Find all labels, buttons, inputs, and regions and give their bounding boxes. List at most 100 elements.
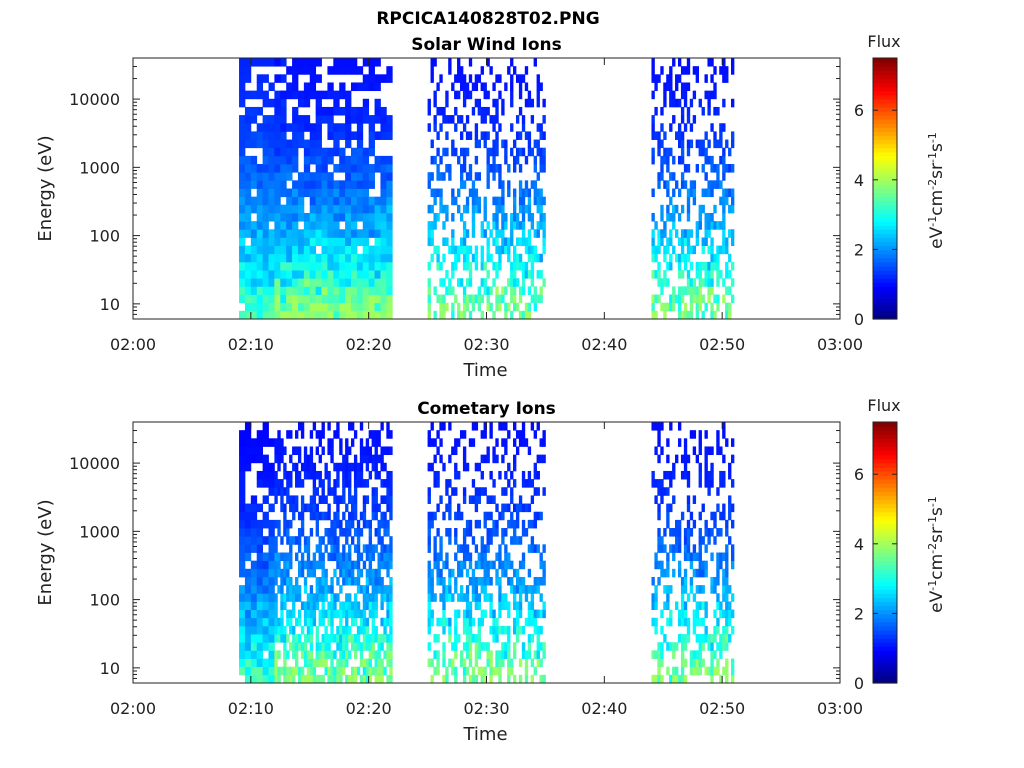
spectrogram-cell xyxy=(486,454,490,464)
spectrogram-cell xyxy=(459,310,464,320)
spectrogram-cell xyxy=(380,164,387,173)
spectrogram-cell xyxy=(448,479,452,488)
spectrogram-cell xyxy=(454,642,458,651)
spectrogram-cell xyxy=(327,286,334,295)
spectrogram-cell xyxy=(683,98,688,108)
spectrogram-cell xyxy=(465,544,470,553)
spectrogram-cell xyxy=(356,204,364,214)
spectrogram-cell xyxy=(312,674,317,684)
spectrogram-cell xyxy=(675,98,679,108)
spectrogram-cell xyxy=(542,454,546,464)
spectrogram-cell xyxy=(239,188,246,198)
spectrogram-cell xyxy=(524,617,529,627)
spectrogram-cell xyxy=(666,278,670,287)
spectrogram-cell xyxy=(495,237,499,246)
spectrogram-cell xyxy=(468,495,473,504)
spectrogram-cell xyxy=(256,625,264,635)
spectrogram-cell xyxy=(250,446,258,456)
colorbar-tick-label: 2 xyxy=(854,604,864,623)
spectrogram-cell xyxy=(713,666,717,676)
x-tick-label: 02:40 xyxy=(581,699,627,718)
spectrogram-cell xyxy=(295,479,299,488)
spectrogram-cell xyxy=(283,470,287,480)
spectrogram-cell xyxy=(309,229,317,238)
spectrogram-cell xyxy=(427,511,431,521)
spectrogram-cell xyxy=(692,666,697,676)
spectrogram-cell xyxy=(498,294,502,304)
spectrogram-cell xyxy=(504,544,508,553)
spectrogram-cell xyxy=(321,495,325,504)
spectrogram-cell xyxy=(303,650,308,659)
spectrogram-cell xyxy=(657,650,661,659)
spectrogram-cell xyxy=(663,147,667,157)
spectrogram-cell xyxy=(336,511,340,521)
spectrogram-cell xyxy=(356,576,361,586)
spectrogram-cell xyxy=(510,519,514,529)
spectrogram-cell xyxy=(471,674,476,684)
unit-base: s xyxy=(927,507,947,516)
unit-exponent: -1 xyxy=(926,516,939,527)
spectrogram-cell xyxy=(386,245,393,255)
spectrogram-cell xyxy=(465,229,470,238)
spectrogram-cell xyxy=(368,212,375,222)
spectrogram-cell xyxy=(433,123,437,132)
spectrogram-cell xyxy=(268,634,275,643)
spectrogram-cell xyxy=(701,617,705,627)
spectrogram-cell xyxy=(483,666,487,676)
spectrogram-cell xyxy=(713,164,717,173)
spectrogram-cell xyxy=(356,188,364,198)
spectrogram-cell xyxy=(427,642,431,651)
spectrogram-cell xyxy=(527,519,532,529)
spectrogram-cell xyxy=(262,576,269,586)
spectrogram-cell xyxy=(722,98,726,108)
colorbar-title: Flux xyxy=(867,32,900,51)
spectrogram-cell xyxy=(451,147,455,157)
spectrogram-cell xyxy=(527,310,532,320)
spectrogram-cell xyxy=(728,511,732,521)
spectrogram-cell xyxy=(321,270,328,279)
spectrogram-cell xyxy=(704,560,708,570)
spectrogram-cell xyxy=(677,519,682,529)
spectrogram-cell xyxy=(501,536,505,545)
spectrogram-cell xyxy=(672,90,676,100)
colorbar-segment xyxy=(873,111,897,116)
spectrogram-cell xyxy=(489,470,493,480)
spectrogram-cell xyxy=(368,674,373,684)
spectrogram-cell xyxy=(672,221,676,230)
spectrogram-cell xyxy=(504,568,508,578)
spectrogram-cell xyxy=(309,642,314,651)
spectrogram-cell xyxy=(250,454,258,464)
spectrogram-cell xyxy=(330,666,334,676)
spectrogram-cell xyxy=(692,196,697,206)
spectrogram-cell xyxy=(350,310,358,320)
spectrogram-cell xyxy=(330,625,334,635)
spectrogram-cell xyxy=(356,115,364,124)
spectrogram-cell xyxy=(239,196,246,206)
spectrogram-cell xyxy=(689,560,694,570)
spectrogram-cell xyxy=(533,302,537,312)
spectrogram-cell xyxy=(292,221,299,230)
spectrogram-cell xyxy=(356,625,361,635)
spectrogram-cell xyxy=(303,617,308,627)
spectrogram-cell xyxy=(710,446,714,456)
spectrogram-cell xyxy=(660,123,664,132)
spectrogram-cell xyxy=(274,90,281,100)
spectrogram-cell xyxy=(239,253,246,263)
spectrogram-cell xyxy=(471,438,476,447)
spectrogram-cell xyxy=(666,601,670,610)
spectrogram-cell xyxy=(342,609,346,619)
spectrogram-cell xyxy=(318,576,322,586)
spectrogram-cell xyxy=(262,634,269,643)
spectrogram-cell xyxy=(353,511,358,521)
spectrogram-cell xyxy=(468,650,473,659)
spectrogram-cell xyxy=(707,666,711,676)
spectrogram-cell xyxy=(462,90,467,100)
spectrogram-cell xyxy=(465,650,470,659)
spectrogram-cell xyxy=(315,188,322,198)
spectrogram-cell xyxy=(480,576,484,586)
spectrogram-cell xyxy=(710,674,714,684)
spectrogram-cell xyxy=(268,560,275,570)
spectrogram-cell xyxy=(498,164,502,173)
spectrogram-cell xyxy=(486,270,490,279)
